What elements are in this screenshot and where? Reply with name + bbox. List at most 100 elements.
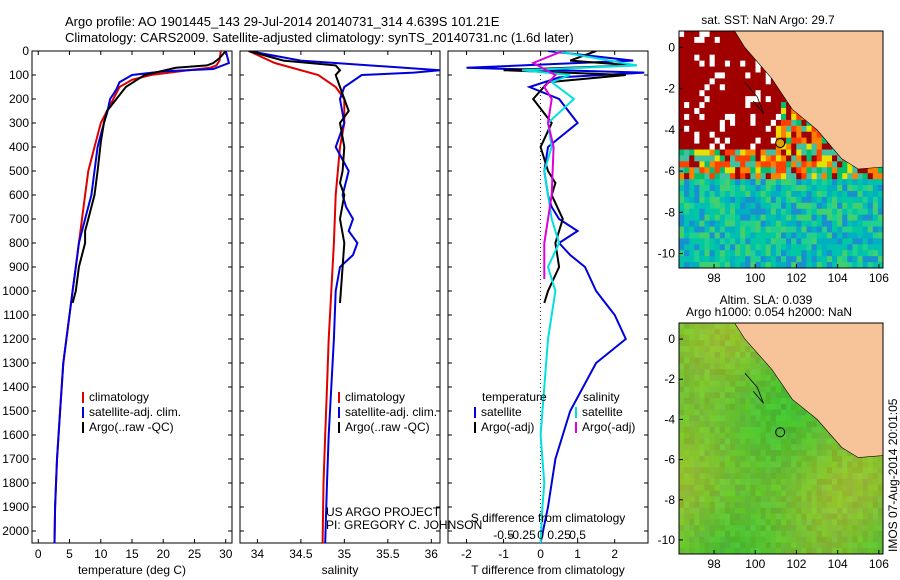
sst-map-cell — [791, 113, 797, 121]
sla-map-cell — [684, 398, 690, 405]
sst-map-cell — [699, 78, 705, 85]
sla-map-cell — [857, 467, 864, 474]
sst-map-cell — [821, 179, 828, 186]
sst-map-cell — [684, 262, 690, 268]
sla-map-cell — [877, 519, 883, 526]
sst-map-cell — [699, 36, 705, 44]
sst-map-cell — [735, 161, 741, 168]
sla-map-cell — [699, 525, 705, 532]
sla-map-cell — [709, 426, 716, 434]
sla-map-cell — [694, 403, 700, 411]
sla-map-cell — [740, 363, 746, 370]
sst-map-cell — [781, 220, 787, 228]
sla-map-cell — [765, 536, 772, 543]
sla-map-island — [744, 372, 764, 404]
sla-map-cell — [709, 386, 716, 393]
sla-map-cell — [801, 432, 807, 440]
sla-map-cell — [791, 513, 797, 520]
sla-map-cell — [735, 496, 741, 503]
sst-map-cell — [775, 256, 782, 263]
sla-map-cell — [709, 490, 716, 497]
sla-map-cell — [775, 536, 782, 543]
sla-map-cell — [847, 530, 853, 538]
sst-map-cell — [796, 190, 802, 198]
sst-map-cell — [745, 226, 751, 233]
sst-map-cell — [709, 54, 716, 62]
sla-map-cell — [781, 536, 787, 543]
sla-map-cell — [684, 415, 690, 422]
sla-map-cell — [730, 490, 736, 497]
sla-map-cell — [862, 478, 869, 486]
sst-map-cell — [832, 196, 838, 204]
sla-map-cell — [872, 507, 879, 515]
sla-map-cell — [816, 548, 823, 554]
sla-map-cell — [745, 346, 751, 353]
sst-map-cell — [811, 244, 818, 251]
sst-map-cell — [852, 202, 858, 210]
sst-map-cell — [791, 220, 797, 228]
sst-map-cell — [857, 196, 864, 204]
sla-map-cell — [724, 467, 731, 474]
sla-map-cell — [872, 467, 879, 474]
sla-map-cell — [760, 519, 767, 526]
sla-map-cell — [801, 409, 807, 416]
sla-map-cell — [689, 513, 695, 520]
sst-map-cell — [775, 96, 782, 103]
sla-map-cell — [684, 438, 690, 445]
sla-map-cell — [679, 507, 685, 515]
sla-map-cell — [786, 450, 792, 457]
sst-map-cell — [689, 131, 695, 139]
sla-map-cell — [837, 478, 843, 486]
sst-map-cell — [826, 256, 833, 263]
sst-map-cell — [755, 179, 762, 186]
sla-map-cell — [684, 461, 690, 468]
sla-map-cell — [699, 334, 705, 341]
sla-map-cell — [781, 450, 787, 457]
sla-map-cell — [709, 461, 716, 468]
sst-map-cell — [745, 202, 751, 210]
sst-map-cell — [811, 190, 818, 198]
sla-map-cell — [826, 450, 833, 457]
sla-map-cell — [826, 455, 833, 463]
sst-map-cell — [760, 125, 767, 133]
sst-map-cell — [730, 161, 736, 168]
sla-map-cell — [811, 525, 818, 532]
sst-map-cell — [755, 143, 762, 150]
sla-map-cell — [832, 438, 838, 445]
sla-map-cell — [781, 530, 787, 538]
salinity-xtick-label: 36 — [425, 547, 439, 561]
sst-map-cell — [755, 262, 762, 268]
sla-map-cell — [760, 403, 767, 411]
sst-map-cell — [801, 238, 807, 245]
sla-map-cell — [781, 403, 787, 411]
sla-map-cell — [791, 490, 797, 497]
sla-map-cell — [694, 340, 700, 347]
sst-map-cell — [730, 220, 736, 228]
sst-map-cell — [709, 220, 716, 228]
differences-s-tick-label: -0.25 — [508, 528, 536, 542]
sla-map-cell — [806, 450, 813, 457]
sst-map-cell — [842, 179, 848, 186]
sla-map-cell — [786, 542, 792, 549]
sla-map-cell — [821, 478, 828, 486]
sla-map-cell — [791, 461, 797, 468]
sst-map-cell — [679, 131, 685, 139]
sla-map-cell — [801, 426, 807, 434]
sla-map-cell — [760, 496, 767, 503]
sla-map-cell — [709, 351, 716, 359]
sla-map-cell — [724, 530, 731, 538]
sst-map-cell — [857, 244, 864, 251]
sst-map-cell — [694, 119, 700, 127]
sla-map-cell — [709, 421, 716, 428]
sst-map-cell — [786, 179, 792, 186]
sla-map-cell — [730, 409, 736, 416]
sla-map-cell — [872, 455, 879, 463]
sst-map-cell — [684, 238, 690, 245]
sst-map-cell — [862, 214, 869, 222]
sst-map-cell — [689, 256, 695, 263]
sla-map-cell — [719, 340, 726, 347]
sst-map-cell — [867, 167, 874, 174]
sst-map-cell — [684, 96, 690, 103]
sst-map-cell — [699, 238, 705, 245]
sla-map-cell — [837, 455, 843, 463]
